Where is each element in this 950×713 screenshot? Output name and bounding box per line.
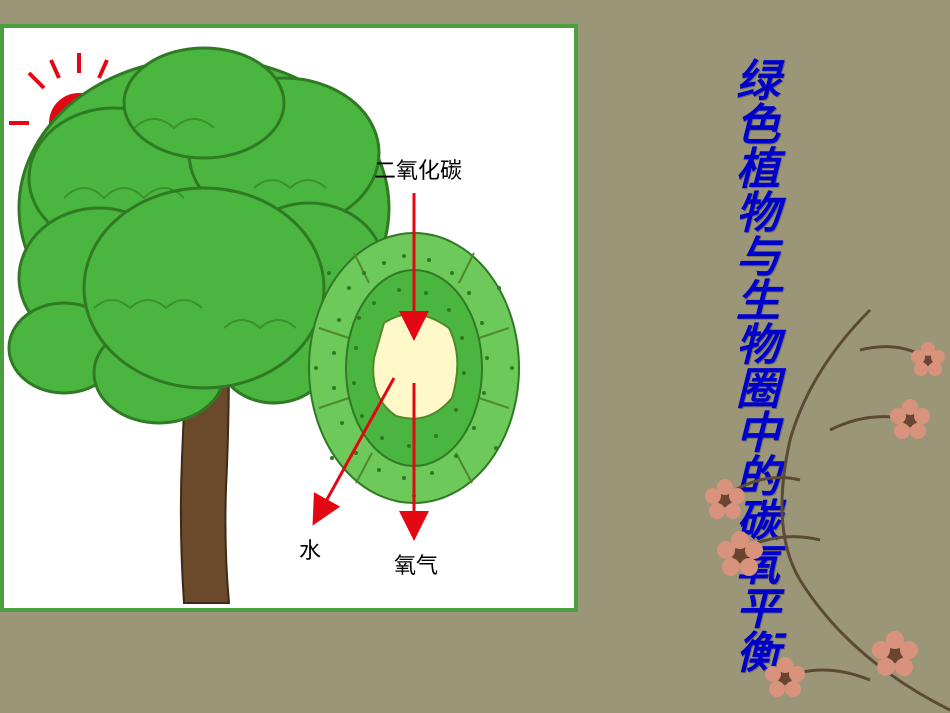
slide-title: 绿色植物与生物圈中的碳氧平衡 (736, 60, 780, 676)
label-co2: 二氧化碳 (374, 153, 462, 185)
diagram-panel: 二氧化碳 水 氧气 (0, 24, 578, 612)
diagram-svg (4, 28, 574, 608)
label-water: 水 (299, 533, 321, 565)
label-oxygen: 氧气 (394, 548, 438, 580)
